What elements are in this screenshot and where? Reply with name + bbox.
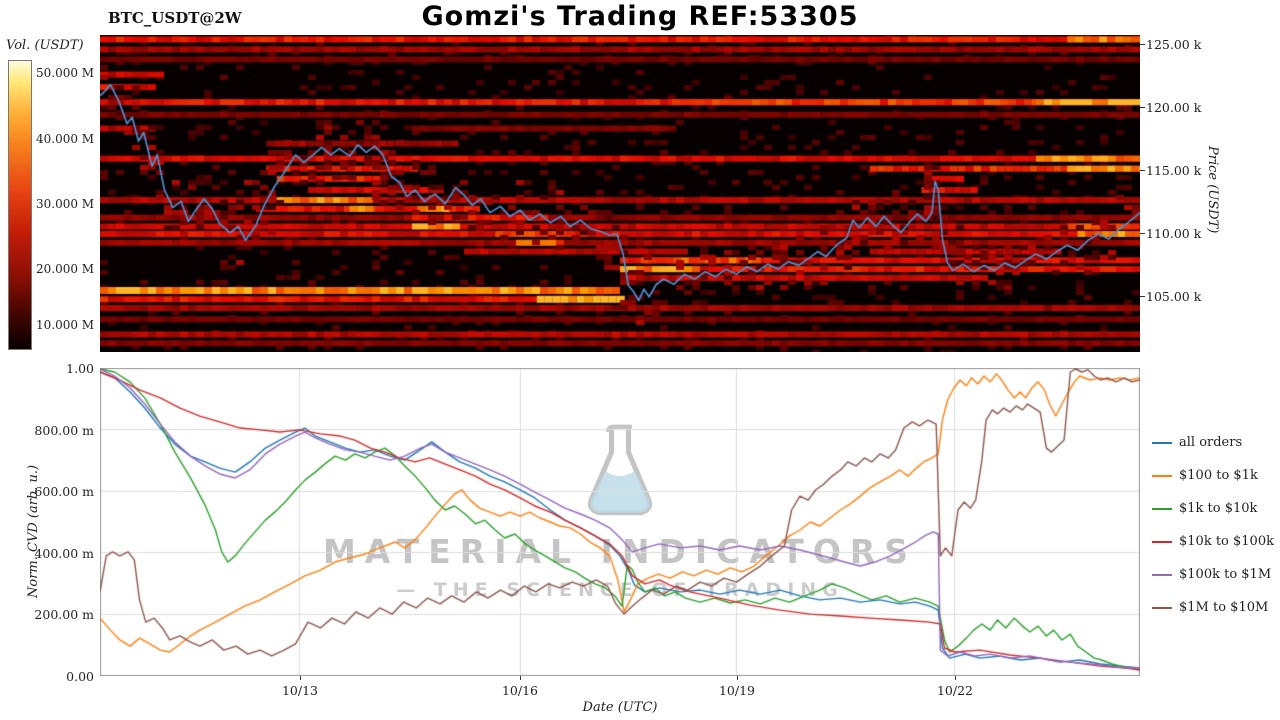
date-tick: 10/19 (718, 683, 756, 698)
tick-mark (1140, 233, 1145, 234)
colorbar-tick: 50.000 M (36, 66, 95, 80)
colorbar-tick: 30.000 M (36, 197, 95, 211)
tick-mark (737, 676, 738, 680)
legend-item-1k-10k: $1k to $10k (1152, 498, 1274, 519)
cvd-y-tick: 600.00 m (34, 484, 94, 499)
cvd-chart-canvas (100, 368, 1140, 676)
legend-item-1m-10m: $1M to $10M (1152, 597, 1274, 618)
tick-mark (1140, 107, 1145, 108)
legend-swatch (1152, 606, 1172, 609)
legend-swatch (1152, 474, 1172, 477)
tick-mark (955, 676, 956, 680)
price-tick: 120.00 k (1146, 100, 1202, 115)
legend-label: $10k to $100k (1179, 534, 1274, 549)
colorbar-tick: 10.000 M (36, 318, 95, 332)
legend-swatch (1152, 540, 1172, 543)
legend-label: $100 to $1k (1179, 468, 1258, 483)
volume-heatmap-canvas (100, 35, 1140, 352)
legend-swatch (1152, 573, 1172, 576)
legend-label: all orders (1179, 435, 1243, 450)
price-axis-title: Price (USDT) (1205, 146, 1220, 234)
cvd-y-tick: 800.00 m (34, 423, 94, 438)
price-tick: 115.00 k (1146, 163, 1202, 178)
colorbar-tick: 20.000 M (36, 262, 95, 276)
tick-mark (1140, 296, 1145, 297)
colorbar-tick: 40.000 M (36, 132, 95, 146)
legend-item-100k-1m: $100k to $1M (1152, 564, 1274, 585)
legend: all orders $100 to $1k $1k to $10k $10k … (1152, 432, 1274, 618)
date-axis-title: Date (UTC) (582, 700, 658, 715)
legend-label: $1k to $10k (1179, 501, 1258, 516)
tick-mark (300, 676, 301, 680)
legend-swatch (1152, 441, 1172, 444)
colorbar-title: Vol. (USDT) (6, 38, 84, 53)
volume-colorbar (8, 60, 32, 350)
legend-item-100-1k: $100 to $1k (1152, 465, 1274, 486)
legend-label: $100k to $1M (1179, 567, 1272, 582)
cvd-axis-title: Norm. CVD (arb. u.) (26, 464, 41, 598)
price-tick: 105.00 k (1146, 289, 1202, 304)
legend-swatch (1152, 507, 1172, 510)
cvd-y-tick: 0.00 (66, 669, 94, 684)
cvd-y-tick: 1.00 (66, 361, 94, 376)
price-tick: 125.00 k (1146, 37, 1202, 52)
date-tick: 10/13 (281, 683, 319, 698)
tick-mark (1140, 44, 1145, 45)
legend-item-all-orders: all orders (1152, 432, 1274, 453)
date-tick: 10/16 (501, 683, 539, 698)
cvd-y-tick: 400.00 m (34, 546, 94, 561)
cvd-y-tick: 200.00 m (34, 607, 94, 622)
legend-label: $1M to $10M (1179, 600, 1269, 615)
tick-mark (520, 676, 521, 680)
symbol-label: BTC_USDT@2W (108, 9, 242, 27)
date-tick: 10/22 (936, 683, 974, 698)
page-title: Gomzi's Trading REF:53305 (421, 1, 859, 32)
price-tick: 110.00 k (1146, 226, 1202, 241)
tick-mark (1140, 170, 1145, 171)
legend-item-10k-100k: $10k to $100k (1152, 531, 1274, 552)
